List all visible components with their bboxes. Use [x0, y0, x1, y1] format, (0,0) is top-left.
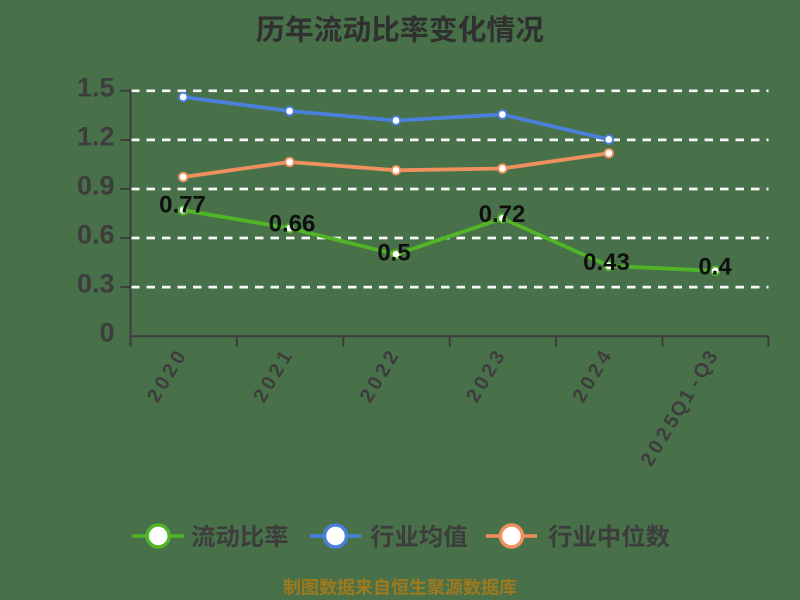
svg-text:0.4: 0.4	[698, 254, 732, 281]
svg-text:0.3: 0.3	[77, 269, 115, 299]
svg-text:0.9: 0.9	[77, 171, 115, 201]
svg-text:0.43: 0.43	[583, 249, 630, 276]
svg-text:1.2: 1.2	[77, 121, 115, 151]
svg-text:1.5: 1.5	[77, 72, 115, 102]
svg-text:0.66: 0.66	[269, 211, 316, 238]
svg-text:0.77: 0.77	[159, 192, 206, 219]
svg-text:0.72: 0.72	[479, 201, 526, 228]
svg-text:0.5: 0.5	[377, 240, 410, 267]
svg-text:0: 0	[99, 318, 114, 348]
svg-text:0.6: 0.6	[77, 220, 115, 250]
